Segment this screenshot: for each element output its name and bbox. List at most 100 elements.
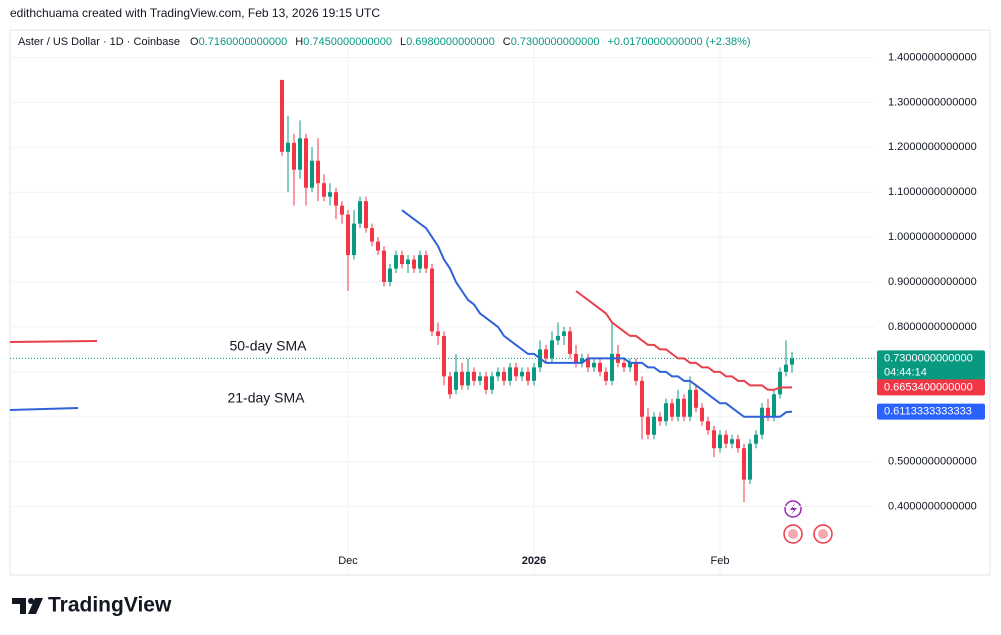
candle-body — [412, 259, 416, 269]
ohlc-key: C — [503, 36, 511, 48]
candle-body — [676, 398, 680, 417]
candle-body — [700, 407, 704, 422]
candle-body — [490, 376, 494, 390]
candle-body — [430, 268, 434, 332]
candle-body — [568, 331, 572, 354]
logo-mark — [28, 598, 34, 604]
candle-body — [454, 371, 458, 390]
ohlc-key: H — [295, 36, 303, 48]
ohlc-key: L — [400, 36, 406, 48]
candle-body — [634, 362, 638, 381]
candle-body — [712, 430, 716, 449]
candle-body — [766, 407, 770, 417]
x-tick-label: Feb — [711, 555, 730, 567]
candle-body — [472, 371, 476, 381]
change: +0.0170000000000 (+2.38%) — [607, 36, 750, 48]
candle-body — [718, 434, 722, 449]
candle-body — [742, 448, 746, 480]
ohlc-value: 0.7300000000000 — [511, 36, 600, 48]
candle-body — [784, 364, 788, 372]
y-tick-label: 0.5000000000000 — [888, 456, 977, 468]
candle-body — [640, 380, 644, 417]
candle-body — [688, 389, 692, 417]
candle-body — [526, 371, 530, 381]
candle-body — [586, 358, 590, 368]
y-tick-label: 1.4000000000000 — [888, 51, 977, 63]
candle-body — [628, 362, 632, 368]
legend: Aster / US Dollar · 1D · Coinbase O0.7160… — [18, 36, 751, 48]
candle-body — [664, 403, 668, 422]
candle-body — [376, 241, 380, 251]
candle-body — [328, 192, 332, 197]
y-tick-label: 0.4000000000000 — [888, 500, 977, 512]
price-label-box — [877, 379, 985, 396]
candle-body — [622, 362, 626, 368]
candle-body — [394, 255, 398, 269]
candle-body — [466, 371, 470, 386]
candle-body — [694, 389, 698, 408]
price-label: 0.7300000000000 — [884, 352, 973, 364]
candle-body — [436, 331, 440, 336]
x-tick-label: 2026 — [522, 555, 546, 567]
event-icons — [783, 500, 833, 544]
candle-body — [730, 439, 734, 444]
candle-body — [598, 362, 602, 372]
brand: TradingView — [48, 594, 172, 617]
candle-body — [754, 434, 758, 444]
y-tick-label: 1.1000000000000 — [888, 186, 977, 198]
candle-body — [400, 255, 404, 265]
logo-mark — [12, 598, 26, 614]
candle-body — [520, 371, 524, 377]
annotation-line — [9, 340, 98, 343]
candle-body — [448, 376, 452, 395]
candle-body — [724, 434, 728, 444]
price-label-box — [877, 350, 985, 381]
candle-body — [574, 353, 578, 363]
candle-body — [298, 138, 302, 170]
y-tick-label: 0.9000000000000 — [888, 276, 977, 288]
candle-body — [340, 205, 344, 215]
candle-body — [442, 335, 446, 377]
candle-body — [610, 353, 614, 381]
price-label: 0.6113333333333 — [884, 406, 972, 418]
y-tick-label: 0.8000000000000 — [888, 321, 977, 333]
candle-body — [280, 79, 284, 152]
candle-body — [682, 398, 686, 417]
candle-body — [532, 367, 536, 381]
brand-logo — [12, 598, 43, 614]
candle-body — [502, 371, 506, 381]
event-icon — [818, 529, 828, 539]
candle-body — [652, 416, 656, 435]
x-tick-label: Dec — [338, 555, 358, 567]
candle-body — [646, 416, 650, 435]
candle-body — [706, 421, 710, 431]
candle-body — [316, 160, 320, 184]
symbol-title: Aster / US Dollar · 1D · Coinbase — [18, 36, 180, 48]
candle-body — [562, 331, 566, 336]
ohlc-value: 0.7450000000000 — [303, 36, 392, 48]
candle-body — [748, 443, 752, 480]
candle-body — [370, 228, 374, 242]
candle-body — [514, 367, 518, 377]
y-tick-label: 1.2000000000000 — [888, 141, 977, 153]
candle-body — [550, 340, 554, 359]
event-icon — [788, 529, 798, 539]
candle-body — [736, 439, 740, 449]
candle-body — [406, 259, 410, 265]
price-label: 0.6653400000000 — [884, 381, 973, 393]
candle-body — [556, 335, 560, 341]
countdown: 04:44:14 — [884, 366, 927, 378]
candle-body — [358, 201, 362, 224]
candle-body — [772, 394, 776, 417]
series-label: 21-day SMA — [227, 390, 305, 406]
ohlc-value: 0.7160000000000 — [199, 36, 288, 48]
series-label: 50-day SMA — [229, 338, 307, 354]
candle-body — [322, 183, 326, 197]
candle-body — [388, 268, 392, 283]
candle-body — [658, 416, 662, 422]
price-label-box — [877, 403, 985, 420]
candle-body — [346, 214, 350, 256]
candle-body — [544, 349, 548, 359]
candle-body — [352, 223, 356, 256]
